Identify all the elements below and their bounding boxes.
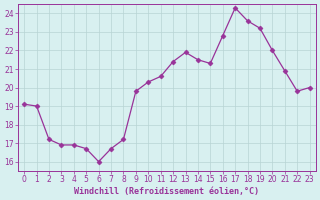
X-axis label: Windchill (Refroidissement éolien,°C): Windchill (Refroidissement éolien,°C) <box>74 187 260 196</box>
